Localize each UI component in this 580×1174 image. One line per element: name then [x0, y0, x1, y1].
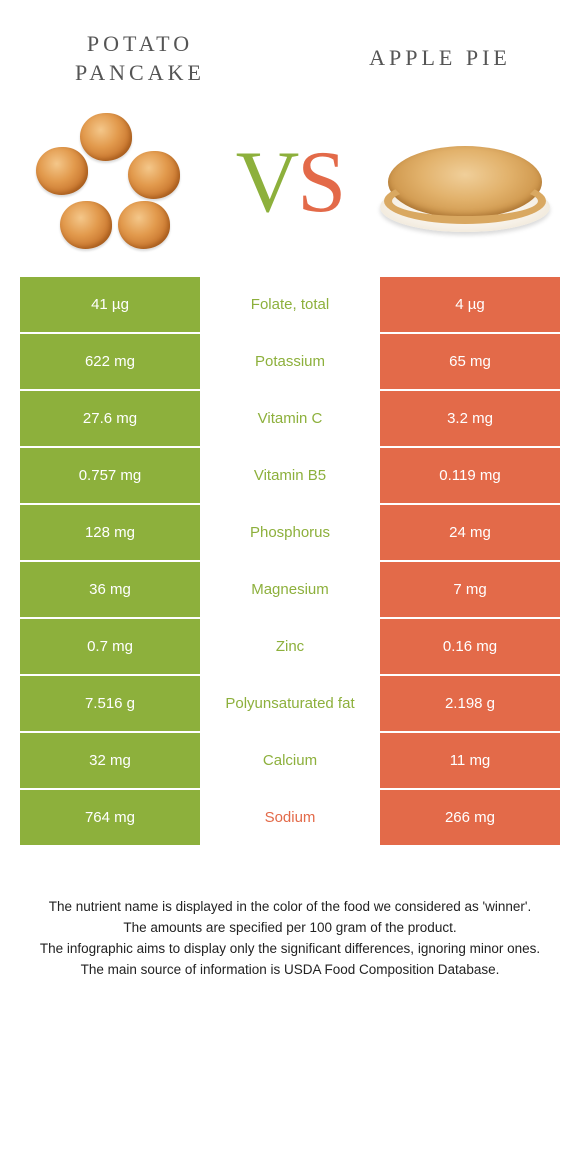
left-value: 41 µg — [20, 277, 200, 334]
right-value: 0.119 mg — [380, 448, 560, 505]
comparison-table: 41 µgFolate, total4 µg622 mgPotassium65 … — [20, 277, 560, 847]
vs-label: VS — [236, 132, 345, 233]
table-row: 36 mgMagnesium7 mg — [20, 562, 560, 619]
table-row: 622 mgPotassium65 mg — [20, 334, 560, 391]
vs-v: V — [236, 132, 298, 233]
left-value: 128 mg — [20, 505, 200, 562]
right-value: 266 mg — [380, 790, 560, 847]
header: POTATO PANCAKE APPLE PIE — [0, 0, 580, 97]
footer-line: The nutrient name is displayed in the co… — [30, 897, 550, 918]
right-value: 11 mg — [380, 733, 560, 790]
footer-line: The amounts are specified per 100 gram o… — [30, 918, 550, 939]
footer-line: The infographic aims to display only the… — [30, 939, 550, 960]
nutrient-label: Folate, total — [200, 277, 380, 334]
right-value: 0.16 mg — [380, 619, 560, 676]
left-value: 764 mg — [20, 790, 200, 847]
table-row: 764 mgSodium266 mg — [20, 790, 560, 847]
food-right-title: APPLE PIE — [340, 30, 540, 87]
table-row: 0.7 mgZinc0.16 mg — [20, 619, 560, 676]
table-row: 32 mgCalcium11 mg — [20, 733, 560, 790]
left-value: 27.6 mg — [20, 391, 200, 448]
right-value: 2.198 g — [380, 676, 560, 733]
nutrient-label: Sodium — [200, 790, 380, 847]
hero-row: VS — [0, 97, 580, 277]
nutrient-label: Vitamin C — [200, 391, 380, 448]
right-value: 65 mg — [380, 334, 560, 391]
table-row: 128 mgPhosphorus24 mg — [20, 505, 560, 562]
nutrient-label: Magnesium — [200, 562, 380, 619]
right-value: 24 mg — [380, 505, 560, 562]
vs-s: S — [297, 132, 344, 233]
footer-notes: The nutrient name is displayed in the co… — [0, 847, 580, 981]
food-right-image — [380, 107, 550, 257]
nutrient-label: Polyunsaturated fat — [200, 676, 380, 733]
left-value: 0.7 mg — [20, 619, 200, 676]
food-left-image — [30, 107, 200, 257]
left-value: 36 mg — [20, 562, 200, 619]
nutrient-label: Potassium — [200, 334, 380, 391]
nutrient-label: Vitamin B5 — [200, 448, 380, 505]
left-value: 7.516 g — [20, 676, 200, 733]
right-value: 7 mg — [380, 562, 560, 619]
footer-line: The main source of information is USDA F… — [30, 960, 550, 981]
table-row: 27.6 mgVitamin C3.2 mg — [20, 391, 560, 448]
right-value: 3.2 mg — [380, 391, 560, 448]
left-value: 622 mg — [20, 334, 200, 391]
nutrient-label: Phosphorus — [200, 505, 380, 562]
table-row: 7.516 gPolyunsaturated fat2.198 g — [20, 676, 560, 733]
left-value: 32 mg — [20, 733, 200, 790]
table-row: 0.757 mgVitamin B50.119 mg — [20, 448, 560, 505]
nutrient-label: Calcium — [200, 733, 380, 790]
food-left-title: POTATO PANCAKE — [40, 30, 240, 87]
nutrient-label: Zinc — [200, 619, 380, 676]
table-row: 41 µgFolate, total4 µg — [20, 277, 560, 334]
right-value: 4 µg — [380, 277, 560, 334]
left-value: 0.757 mg — [20, 448, 200, 505]
